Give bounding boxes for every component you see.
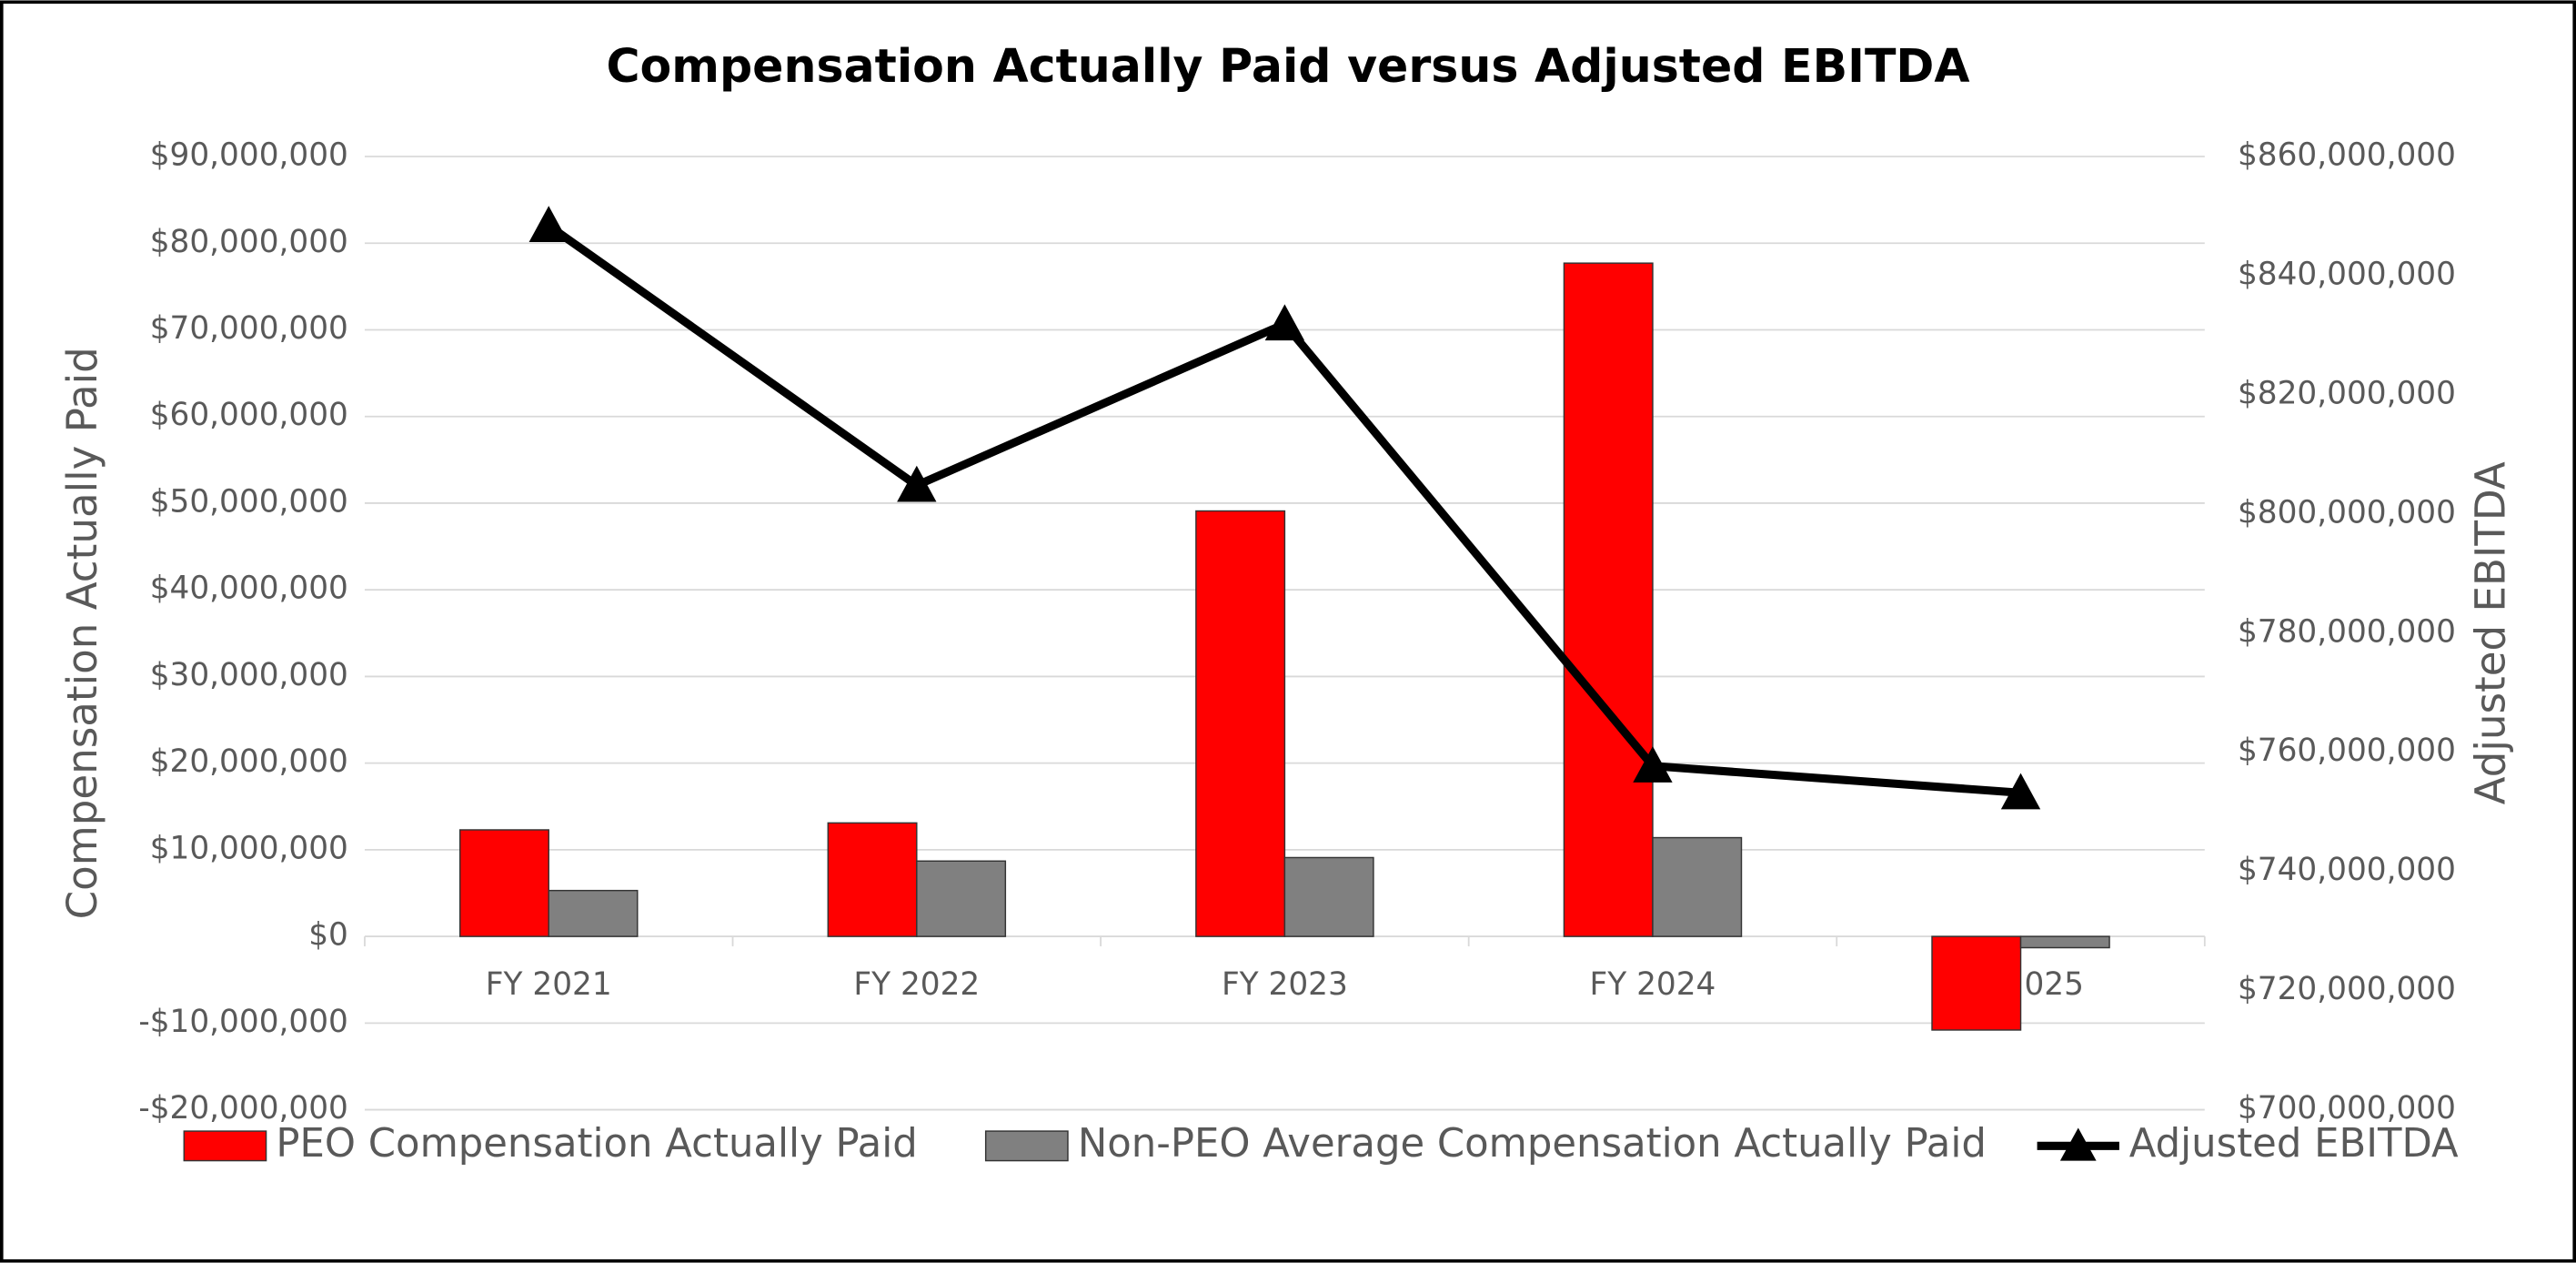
marker — [1633, 746, 1673, 783]
y-tick-label: $80,000,000 — [150, 224, 348, 260]
bar — [916, 860, 1007, 937]
x-tick-label: FY 2021 — [486, 966, 612, 1003]
y2-axis-title: Adjusted EBITDA — [2467, 461, 2515, 804]
y-axis-title: Compensation Actually Paid — [58, 347, 106, 919]
y-tick-label: $60,000,000 — [150, 397, 348, 433]
marker — [2000, 773, 2041, 810]
legend-marker — [2059, 1127, 2097, 1161]
y-tick-label: $90,000,000 — [150, 137, 348, 174]
chart-title: Compensation Actually Paid versus Adjust… — [606, 39, 1969, 93]
legend-swatch — [183, 1130, 267, 1162]
y2-tick-label: $720,000,000 — [2238, 971, 2456, 1007]
y-tick-label: -$10,000,000 — [138, 1004, 348, 1040]
bar — [1563, 262, 1654, 937]
y2-tick-label: $840,000,000 — [2238, 256, 2456, 292]
y2-tick-label: $780,000,000 — [2238, 613, 2456, 650]
bar — [1195, 510, 1286, 937]
x-tick-label: FY 2023 — [1222, 966, 1348, 1003]
y-tick-label: $10,000,000 — [150, 830, 348, 866]
legend-label: PEO Compensation Actually Paid — [276, 1121, 917, 1167]
bar — [2019, 935, 2110, 949]
marker — [1264, 304, 1305, 341]
y2-tick-label: $760,000,000 — [2238, 733, 2456, 769]
legend-swatch — [984, 1130, 1069, 1162]
y2-tick-label: $860,000,000 — [2238, 137, 2456, 174]
y-tick-label: $70,000,000 — [150, 310, 348, 347]
y2-tick-label: $800,000,000 — [2238, 494, 2456, 530]
bar — [548, 889, 639, 937]
legend-label: Adjusted EBITDA — [2129, 1121, 2459, 1167]
marker — [528, 206, 569, 243]
y-tick-label: $40,000,000 — [150, 571, 348, 607]
y-tick-label: -$20,000,000 — [138, 1090, 348, 1127]
bar — [827, 822, 918, 937]
y-tick-label: $20,000,000 — [150, 743, 348, 780]
y2-tick-label: $820,000,000 — [2238, 375, 2456, 411]
x-tick-label: FY 2022 — [853, 966, 980, 1003]
marker — [897, 465, 937, 502]
legend-label: Non-PEO Average Compensation Actually Pa… — [1078, 1121, 1987, 1167]
y-tick-label: $30,000,000 — [150, 657, 348, 693]
bar — [1283, 856, 1374, 937]
y2-tick-label: $700,000,000 — [2238, 1090, 2456, 1127]
bar — [1652, 836, 1743, 937]
y-tick-label: $50,000,000 — [150, 483, 348, 520]
y2-tick-label: $740,000,000 — [2238, 852, 2456, 888]
bar — [458, 829, 549, 937]
x-tick-label: FY 2024 — [1590, 966, 1716, 1003]
bar — [1931, 935, 2022, 1031]
y-tick-label: $0 — [308, 917, 348, 954]
